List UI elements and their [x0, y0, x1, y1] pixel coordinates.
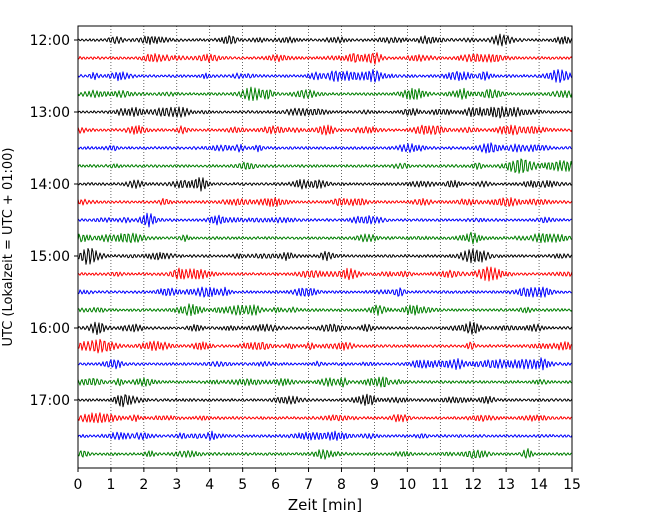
- plot-frame: [77, 25, 573, 469]
- seismogram-trace: [77, 231, 573, 245]
- seismogram-trace: [77, 106, 573, 119]
- seismogram-trace: [77, 69, 573, 83]
- x-tick-label: 5: [238, 477, 247, 493]
- seismogram-trace: [77, 321, 573, 336]
- seismogram-trace: [77, 86, 573, 102]
- y-tick-label: 14:00: [30, 177, 70, 193]
- seismogram-trace: [77, 376, 573, 388]
- x-axis-ticks: 0 1 2 3 4 5 6 7 8 9 10 11 12 13 14 15: [74, 468, 581, 493]
- seismogram-trace: [77, 197, 573, 207]
- y-axis-ticks: 12:00 13:00 14:00 15:00 16:00 17:00: [30, 33, 78, 409]
- x-axis-label: Zeit [min]: [288, 496, 362, 514]
- seismogram-trace: [77, 393, 573, 408]
- seismogram-trace: [77, 142, 573, 154]
- seismogram-trace: [77, 158, 573, 174]
- seismogram-trace: [77, 177, 573, 192]
- seismogram-trace: [77, 52, 573, 65]
- seismogram-trace: [77, 33, 573, 47]
- x-tick-label: 7: [304, 477, 313, 493]
- seismogram-trace: [77, 430, 573, 441]
- x-tick-label: 4: [205, 477, 214, 493]
- seismogram-trace: [77, 448, 573, 460]
- seismogram-trace: [77, 124, 573, 136]
- x-tick-label: 13: [497, 477, 515, 493]
- y-tick-label: 16:00: [30, 321, 70, 337]
- y-tick-label: 12:00: [30, 33, 70, 49]
- seismogram-trace: [77, 247, 573, 265]
- x-tick-label: 2: [139, 477, 148, 493]
- seismogram-trace: [77, 286, 573, 298]
- x-tick-label: 10: [398, 477, 416, 493]
- seismogram-trace: [77, 357, 573, 371]
- y-tick-label: 13:00: [30, 105, 70, 121]
- seismogram-trace: [77, 212, 573, 228]
- y-axis-label: UTC (Lokalzeit = UTC + 01:00): [1, 148, 16, 347]
- x-tick-label: 0: [74, 477, 83, 493]
- x-tick-label: 15: [563, 477, 581, 493]
- seismogram-trace: [77, 412, 573, 424]
- y-tick-label: 17:00: [30, 393, 70, 409]
- trace-group: [77, 33, 573, 460]
- x-tick-label: 6: [271, 477, 280, 493]
- x-tick-label: 8: [337, 477, 346, 493]
- x-tick-label: 12: [464, 477, 482, 493]
- x-tick-label: 3: [172, 477, 181, 493]
- x-tick-label: 14: [530, 477, 548, 493]
- x-tick-label: 1: [106, 477, 115, 493]
- y-tick-label: 15:00: [30, 249, 70, 265]
- x-tick-label: 9: [370, 477, 379, 493]
- seismogram-trace: [77, 303, 573, 317]
- x-tick-label: 11: [431, 477, 449, 493]
- seismogram-trace: [77, 266, 573, 282]
- seismogram-trace: [77, 338, 573, 354]
